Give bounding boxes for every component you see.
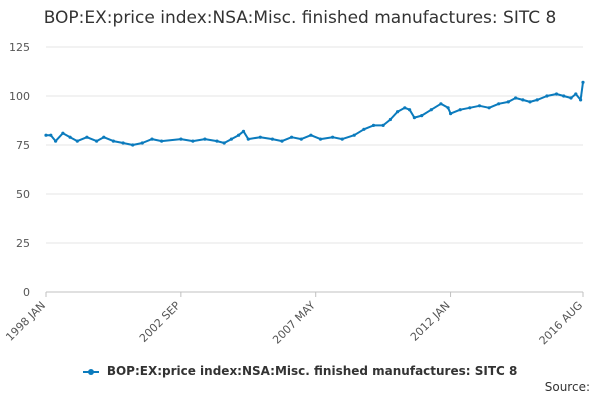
- data-point: [49, 133, 53, 137]
- data-point: [458, 108, 462, 112]
- data-point: [258, 135, 262, 139]
- data-point: [514, 96, 518, 100]
- data-point: [140, 141, 144, 145]
- data-point: [331, 135, 335, 139]
- data-point: [477, 104, 482, 108]
- data-point: [44, 133, 48, 137]
- data-point: [396, 110, 400, 114]
- data-point: [535, 98, 539, 102]
- data-point: [506, 100, 510, 104]
- y-tick-label: 100: [9, 90, 30, 103]
- legend-label: BOP:EX:price index:NSA:Misc. finished ma…: [106, 364, 518, 378]
- data-point: [569, 96, 573, 100]
- data-point: [191, 139, 195, 143]
- data-point: [579, 98, 583, 102]
- legend[interactable]: BOP:EX:price index:NSA:Misc. finished ma…: [0, 364, 600, 378]
- y-tick-label: 125: [9, 41, 30, 54]
- y-tick-label: 50: [16, 188, 30, 201]
- series-line: [46, 82, 584, 146]
- data-point: [75, 139, 79, 143]
- data-point: [309, 133, 313, 137]
- data-point: [203, 137, 207, 141]
- legend-swatch-icon: [82, 367, 99, 377]
- data-point: [111, 139, 115, 143]
- y-tick-label: 25: [16, 237, 30, 250]
- data-point: [179, 137, 183, 141]
- data-point: [352, 133, 356, 137]
- data-point: [581, 80, 585, 84]
- data-point: [241, 129, 246, 133]
- data-point: [54, 139, 58, 143]
- grid-lines: [45, 46, 584, 297]
- data-point: [446, 106, 450, 110]
- x-tick-label: 2002 SEP: [137, 299, 183, 345]
- data-point: [270, 137, 274, 141]
- data-point: [222, 141, 226, 145]
- data-point: [95, 139, 99, 143]
- legend-dot: [87, 368, 94, 375]
- data-point: [412, 116, 416, 120]
- data-point: [131, 143, 135, 147]
- data-point: [554, 92, 559, 96]
- data-point: [487, 106, 491, 110]
- data-point: [318, 137, 323, 141]
- data-point: [449, 112, 453, 116]
- data-point: [280, 139, 284, 143]
- data-point: [420, 114, 424, 118]
- data-point: [439, 102, 443, 106]
- data-point: [340, 137, 344, 141]
- y-tick-label: 0: [23, 286, 30, 299]
- data-point: [160, 139, 164, 143]
- data-point: [381, 123, 385, 127]
- data-point: [229, 137, 233, 141]
- chart-title: BOP:EX:price index:NSA:Misc. finished ma…: [43, 8, 557, 28]
- data-point: [521, 98, 525, 102]
- data-point: [150, 137, 154, 141]
- data-point: [61, 131, 65, 135]
- x-tick-labels: 1998 JAN 2002 SEP 2007 MAY 2012 JAN 2016 AUG: [3, 299, 585, 348]
- x-tick-label: 2007 MAY: [270, 299, 318, 347]
- data-point: [528, 100, 532, 104]
- series-layer: [44, 80, 585, 147]
- data-point: [237, 133, 241, 137]
- y-tick-labels: 0 25 50 75 100 125: [9, 41, 30, 299]
- data-point: [403, 106, 407, 110]
- x-tick-label: 2012 JAN: [408, 299, 453, 344]
- data-point: [299, 137, 303, 141]
- data-point: [429, 108, 433, 112]
- data-point: [545, 94, 549, 98]
- data-point: [388, 117, 392, 122]
- y-tick-label: 75: [16, 139, 30, 152]
- data-point: [85, 135, 89, 139]
- data-point: [497, 102, 501, 106]
- data-point: [246, 137, 250, 141]
- data-point: [562, 94, 566, 98]
- x-tick-label: 1998 JAN: [3, 299, 48, 344]
- source-label: Source:: [544, 380, 590, 394]
- data-point: [371, 123, 376, 127]
- data-point: [68, 135, 72, 139]
- data-point: [362, 127, 366, 131]
- data-point: [102, 135, 106, 139]
- data-point: [121, 141, 125, 145]
- x-tick-label: 2016 AUG: [537, 299, 586, 348]
- data-point: [574, 92, 578, 96]
- data-point: [290, 135, 294, 139]
- data-point: [468, 106, 472, 110]
- data-point: [215, 139, 219, 143]
- data-point: [408, 108, 412, 112]
